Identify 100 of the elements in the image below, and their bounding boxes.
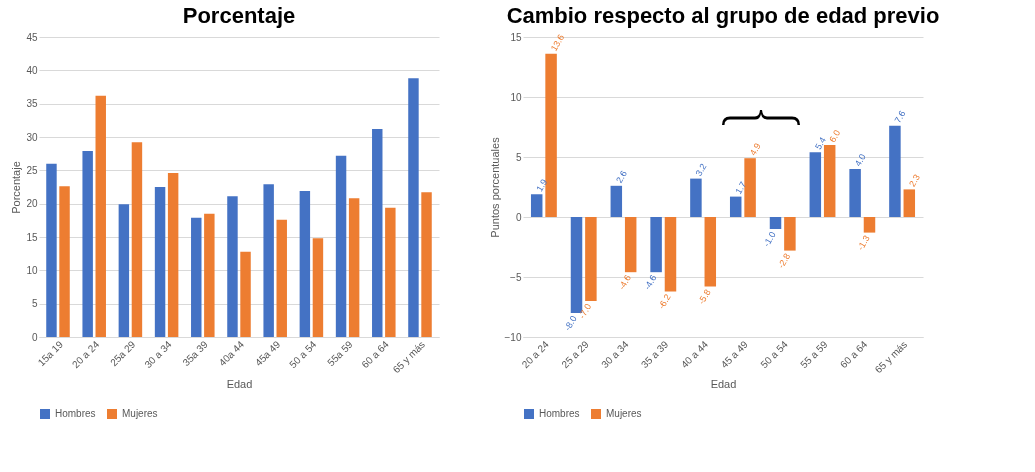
bar <box>903 189 916 217</box>
x-tick-label: 55a 59 <box>325 338 355 369</box>
bar <box>624 217 637 273</box>
y-tick-label: 10 <box>510 91 522 103</box>
bar <box>276 219 287 337</box>
chart-title: Cambio respecto al grupo de edad previo <box>506 3 940 28</box>
bar <box>299 191 311 337</box>
bar <box>784 217 796 251</box>
data-label: 4.9 <box>747 141 763 158</box>
x-tick-label: 40a 44 <box>216 338 247 369</box>
data-label: 1.7 <box>733 179 749 196</box>
x-tick-label: 25a 29 <box>108 338 138 369</box>
bar <box>408 78 419 337</box>
bar <box>421 192 432 337</box>
bar <box>191 217 202 337</box>
x-tick-label: 60 a 64 <box>838 338 870 371</box>
bar <box>348 198 360 337</box>
data-label: 1.9 <box>534 177 550 194</box>
x-axis-title: Edad <box>226 378 253 391</box>
x-tick-label: 60 a 64 <box>359 338 392 371</box>
y-tick-label: 5 <box>31 298 38 310</box>
bar <box>889 125 901 217</box>
bar <box>154 187 166 337</box>
legend-label: Hombres <box>539 408 580 419</box>
bar <box>95 95 106 337</box>
x-tick-label: 45 a 49 <box>718 338 751 371</box>
data-label: 6.0 <box>827 128 843 145</box>
bar <box>545 53 557 217</box>
y-tick-label: 45 <box>26 31 38 43</box>
data-label: -6.2 <box>656 292 673 311</box>
bar <box>227 196 238 337</box>
x-tick-label: 30 a 34 <box>599 338 631 371</box>
data-label: -1.3 <box>855 233 872 252</box>
x-axis-title: Edad <box>710 378 737 391</box>
y-tick-label: 15 <box>510 31 522 43</box>
bar <box>46 163 57 337</box>
bar <box>204 213 215 337</box>
y-tick-label: −5 <box>510 271 522 283</box>
y-axis-title: Porcentaje <box>10 161 23 214</box>
x-tick-label: 35 a 39 <box>638 338 671 371</box>
bar <box>744 158 756 217</box>
y-tick-label: 30 <box>26 131 38 143</box>
bar <box>131 142 143 337</box>
x-tick-label: 65 y más <box>390 338 428 376</box>
bar <box>335 155 347 337</box>
x-tick-label: 20 a 24 <box>69 338 102 371</box>
bar <box>372 129 383 337</box>
bar <box>385 207 396 337</box>
legend-label: Mujeres <box>606 408 642 419</box>
chart-title: Porcentaje <box>182 3 296 28</box>
data-label: -7.0 <box>576 301 594 321</box>
bar <box>585 217 597 301</box>
bar <box>59 186 70 337</box>
data-label: 5.4 <box>812 135 828 152</box>
data-label: -8.0 <box>562 313 579 333</box>
data-label: -4.6 <box>616 273 634 292</box>
x-tick-label: 50 a 54 <box>758 338 791 371</box>
legend-label: Mujeres <box>122 408 158 419</box>
bar <box>610 185 623 217</box>
x-tick-label: 40 a 44 <box>678 338 711 371</box>
legend-label: Hombres <box>55 408 96 419</box>
y-tick-label: 15 <box>26 231 38 243</box>
bar <box>240 251 251 337</box>
data-label: -2.8 <box>775 251 793 270</box>
y-axis-title: Puntos porcentuales <box>488 136 501 238</box>
bar <box>729 196 742 217</box>
bar <box>312 238 324 337</box>
y-tick-label: −10 <box>504 331 522 343</box>
y-tick-label: 0 <box>31 331 38 343</box>
x-tick-label: 50 a 54 <box>287 338 319 371</box>
bar <box>82 151 93 337</box>
y-tick-label: 40 <box>26 64 38 76</box>
y-tick-label: 0 <box>515 211 522 223</box>
x-tick-label: 55 a 59 <box>798 338 830 371</box>
bar <box>167 173 179 337</box>
data-label: 2.3 <box>906 172 922 189</box>
x-tick-label: 35a 39 <box>180 338 211 369</box>
bar <box>863 217 876 233</box>
data-label: -5.8 <box>696 287 713 306</box>
bar <box>690 178 702 217</box>
data-label: -1.0 <box>761 229 778 249</box>
data-label: 7.6 <box>892 109 908 125</box>
data-label: 3.2 <box>693 161 709 178</box>
y-tick-label: 20 <box>26 198 38 210</box>
bar <box>769 217 782 229</box>
x-tick-label: 25 a 29 <box>559 338 592 371</box>
data-label: -4.6 <box>642 273 659 292</box>
bar <box>849 169 861 217</box>
y-tick-label: 25 <box>26 164 38 176</box>
x-tick-label: 65 y más <box>872 338 910 376</box>
data-label: 2.6 <box>613 169 629 185</box>
bar <box>704 217 717 287</box>
y-tick-label: 5 <box>515 151 522 163</box>
x-tick-label: 30 a 34 <box>142 338 174 371</box>
data-label: 4.0 <box>852 152 868 169</box>
bar <box>263 184 274 337</box>
x-tick-label: 45a 49 <box>252 338 283 369</box>
bar <box>650 217 662 273</box>
bar <box>530 194 543 217</box>
bar <box>118 204 130 337</box>
